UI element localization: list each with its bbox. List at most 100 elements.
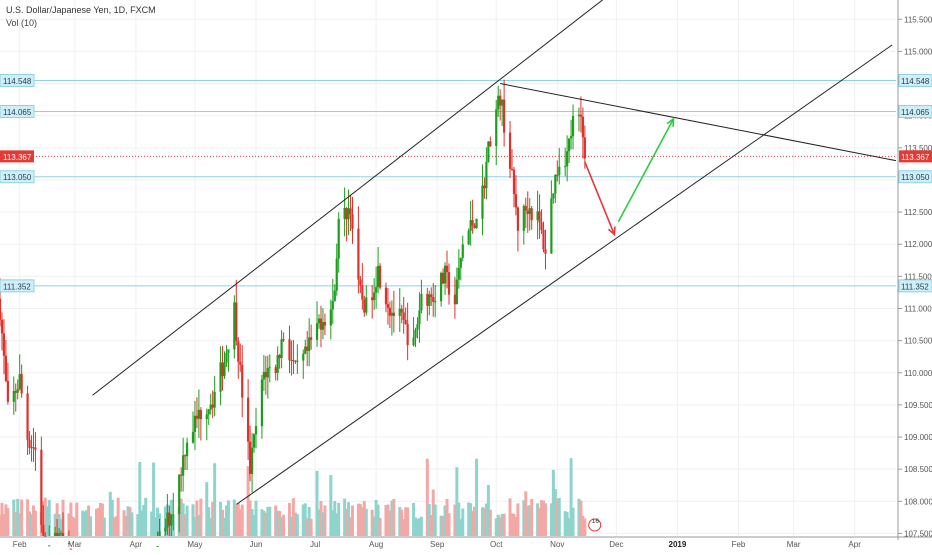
volume-bar xyxy=(374,499,378,536)
volume-bar xyxy=(447,513,451,536)
candle-body xyxy=(485,161,488,189)
volume-bar xyxy=(224,505,228,536)
candle-body xyxy=(319,318,323,330)
volume-bar xyxy=(240,504,244,536)
candle-body xyxy=(373,292,376,301)
level-label-right: 113.050 xyxy=(901,173,930,182)
volume-bar xyxy=(400,509,404,536)
volume-bar xyxy=(268,506,272,536)
volume-bar xyxy=(455,467,459,536)
volume-indicator-label[interactable]: Vol (10) xyxy=(6,18,38,28)
volume-bar xyxy=(500,513,504,536)
volume-bar xyxy=(303,503,307,536)
x-tick-label: Feb xyxy=(13,540,27,549)
y-tick-label: 115.500 xyxy=(904,15,932,24)
volume-bar xyxy=(12,499,16,536)
volume-bar xyxy=(569,458,573,536)
candle-body xyxy=(441,272,445,284)
volume-bar xyxy=(512,513,516,536)
x-tick-label: Mar xyxy=(787,540,801,549)
volume-bar xyxy=(262,510,266,536)
candle-body xyxy=(404,320,407,325)
candle-body xyxy=(526,210,529,214)
candle-body xyxy=(345,207,348,220)
level-label-right-bg xyxy=(898,105,932,119)
volume-bar xyxy=(392,498,396,536)
candle-body xyxy=(475,218,478,228)
volume-bar xyxy=(209,518,213,536)
volume-bar xyxy=(85,510,89,536)
level-label-left-bg xyxy=(0,150,34,163)
x-tick-label: May xyxy=(187,540,202,549)
volume-bar xyxy=(412,502,416,536)
candle-body xyxy=(583,137,586,159)
candle-body xyxy=(195,415,199,419)
volume-bar xyxy=(116,497,120,536)
arrow-up-head xyxy=(666,117,675,127)
volume-bar xyxy=(53,513,57,536)
gridlines xyxy=(0,0,896,536)
y-tick-label: 109.000 xyxy=(904,433,932,442)
candle-body xyxy=(308,337,311,351)
volume-bar xyxy=(31,505,35,536)
level-label-left: 113.050 xyxy=(3,173,32,182)
candle-body xyxy=(302,353,305,361)
candle-body xyxy=(459,257,462,268)
volume-bar xyxy=(278,511,282,536)
volume-bar xyxy=(553,489,557,536)
candle-body xyxy=(579,114,583,117)
candle-body xyxy=(469,220,472,231)
volume-bar xyxy=(565,511,569,536)
level-label-right-bg xyxy=(898,279,932,293)
candle-body xyxy=(239,361,242,365)
volume-bar xyxy=(248,500,252,536)
candle-body xyxy=(550,198,553,254)
volume-bar xyxy=(386,504,390,536)
candle-body xyxy=(347,208,350,220)
volume-bar xyxy=(47,500,51,536)
candle-body xyxy=(536,211,539,221)
candle-body xyxy=(440,272,443,302)
volume-bar xyxy=(508,498,512,536)
candle-body xyxy=(581,116,584,138)
volume-bar xyxy=(282,514,286,536)
volume-bar xyxy=(343,498,347,536)
volume-bar xyxy=(136,514,140,536)
time-axis[interactable]: Feb Mar Apr May Jun Jul Aug Sep Oct Nov Dec 2019 Feb… xyxy=(0,536,932,549)
level-label-left-bg xyxy=(0,105,35,119)
volume-bar xyxy=(467,502,471,536)
candle-body xyxy=(402,312,405,321)
volume-bar xyxy=(526,505,530,536)
candle-body xyxy=(503,99,506,133)
candle-body xyxy=(516,207,520,231)
candle-body xyxy=(59,533,63,535)
volume-bar xyxy=(238,509,242,536)
volume-bar xyxy=(219,501,223,536)
candle-body xyxy=(260,379,264,427)
volume-bar xyxy=(195,500,199,536)
candle-body xyxy=(193,415,197,432)
candle-body xyxy=(56,532,59,536)
volume-bar xyxy=(345,508,349,536)
candle-body xyxy=(445,265,449,273)
volume-bar xyxy=(376,504,380,536)
y-tick-label: 108.500 xyxy=(904,465,932,474)
candle-body xyxy=(185,442,189,457)
level-label-right-bg xyxy=(898,170,932,184)
volume-bar xyxy=(502,513,506,536)
volume-bar xyxy=(579,500,583,536)
volume-bar xyxy=(114,516,118,536)
volume-bar xyxy=(289,516,293,536)
candle-body xyxy=(164,527,167,532)
volume-bar xyxy=(150,511,154,536)
candle-body xyxy=(211,404,214,408)
volume-bar xyxy=(4,504,8,536)
candle-body xyxy=(461,244,464,258)
volume-bar xyxy=(427,504,431,536)
symbol-title[interactable]: U.S. Dollar/Japanese Yen, 1D, FXCM xyxy=(6,5,156,15)
candle-body xyxy=(406,324,409,346)
volume-bar xyxy=(528,505,532,536)
candle-body xyxy=(221,362,224,377)
candle-body xyxy=(219,362,222,392)
candle-body xyxy=(252,434,256,448)
